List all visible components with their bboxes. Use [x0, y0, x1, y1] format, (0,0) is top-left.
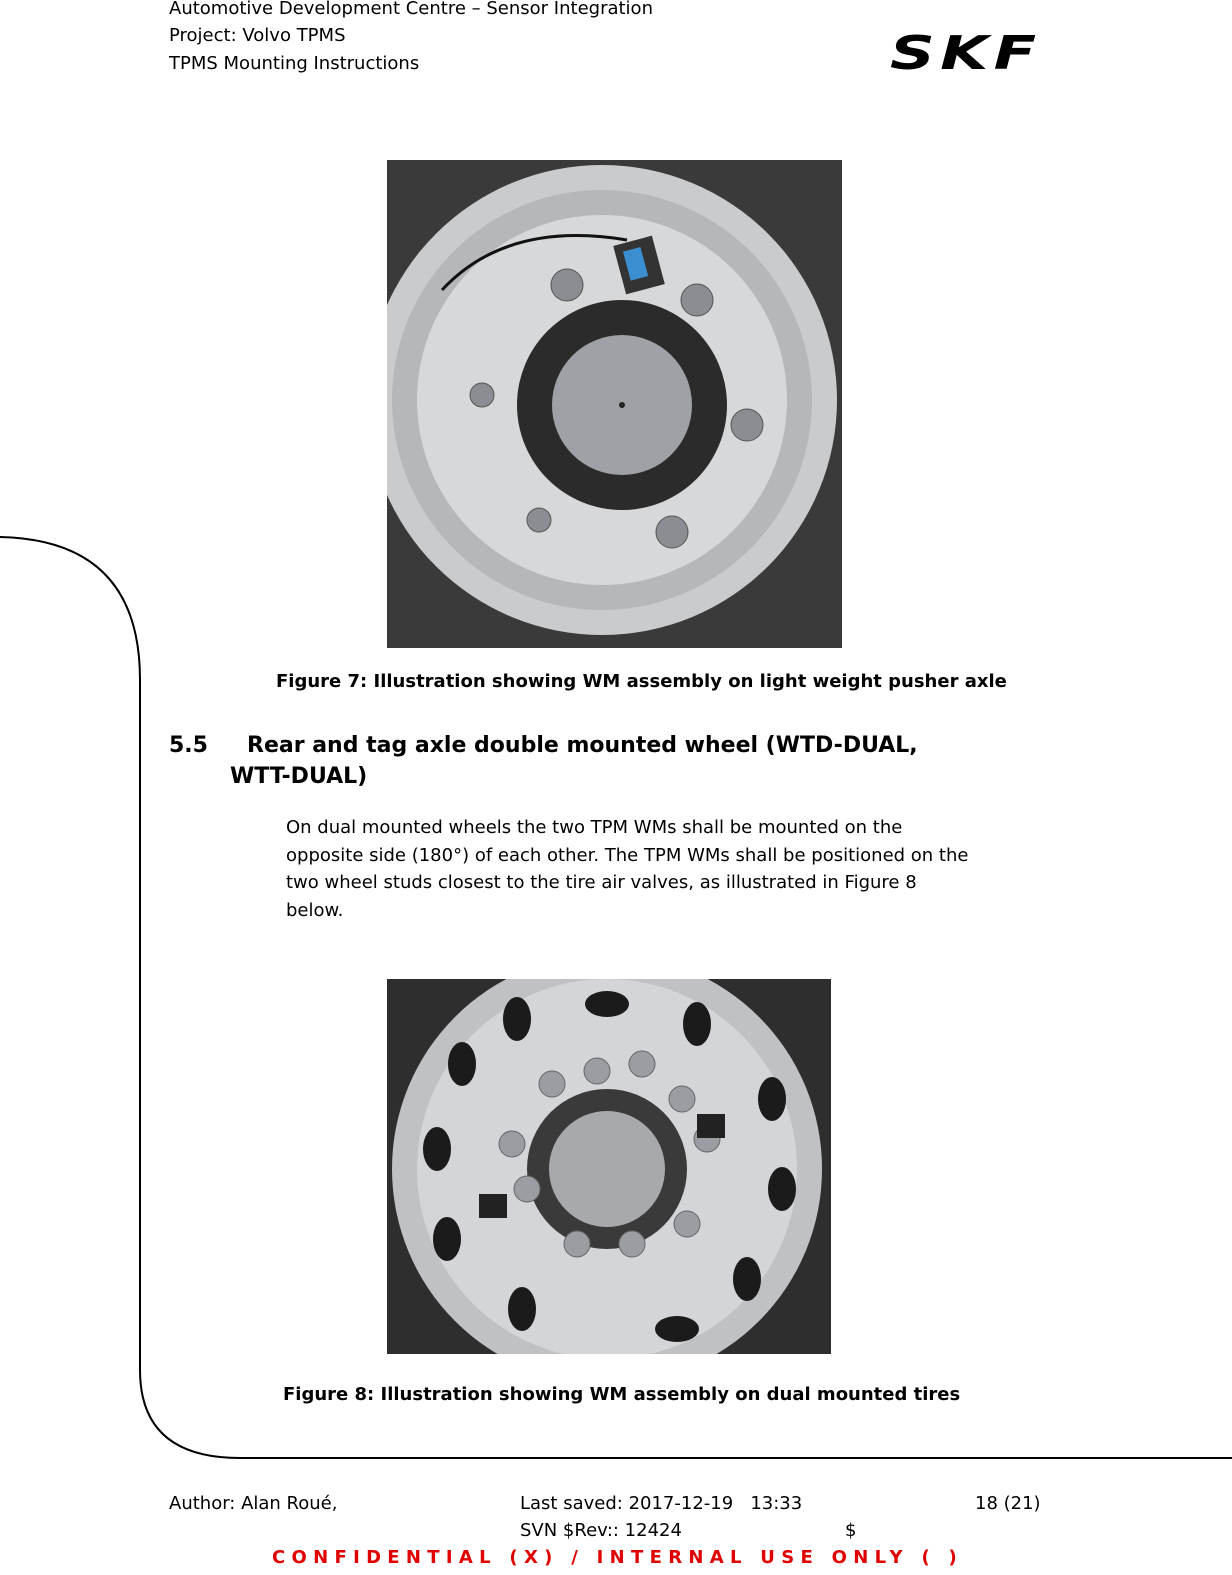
paragraph-line: two wheel studs closest to the tire air …	[286, 872, 917, 893]
figure-caption: Figure 8: Illustration showing WM assemb…	[283, 1384, 961, 1405]
header-line: TPMS Mounting Instructions	[169, 53, 420, 74]
paragraph-line: opposite side (180°) of each other. The …	[286, 845, 969, 866]
section-title: Rear and tag axle double mounted wheel (…	[247, 733, 918, 758]
footer-svn: SVN $Rev:: 12424	[520, 1520, 682, 1541]
footer-svn-end: $	[845, 1520, 857, 1541]
paragraph-line: below.	[286, 900, 344, 921]
logo: SKF	[890, 26, 1042, 80]
figure-caption: Figure 7: Illustration showing WM assemb…	[276, 671, 1007, 692]
section-title: WTT-DUAL)	[230, 764, 368, 789]
header-line: Project: Volvo TPMS	[169, 25, 346, 46]
footer-page: 18 (21)	[975, 1493, 1041, 1514]
header-line: Automotive Development Centre – Sensor I…	[169, 0, 653, 19]
figure-8-image	[387, 979, 831, 1354]
section-number: 5.5	[169, 733, 208, 758]
confidentiality: CONFIDENTIAL (X) / INTERNAL USE ONLY ( )	[272, 1547, 964, 1568]
figure-7-image	[387, 160, 842, 648]
footer-author: Author: Alan Roué,	[169, 1493, 338, 1514]
paragraph-line: On dual mounted wheels the two TPM WMs s…	[286, 817, 903, 838]
footer-last-saved: Last saved: 2017-12-19 13:33	[520, 1493, 803, 1514]
